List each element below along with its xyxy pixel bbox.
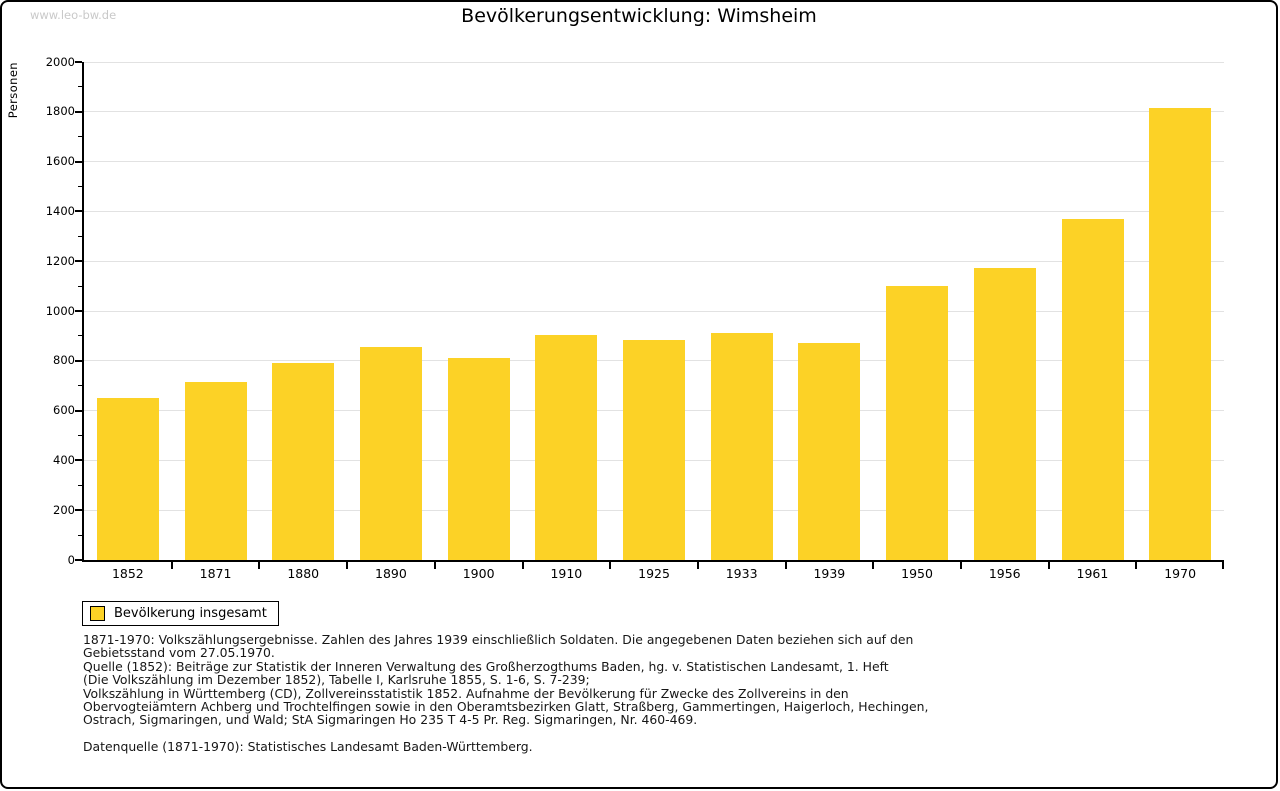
x-axis-tick-labels: 1852 1871 1880 1890 1900 1910 1925 1933 1939 1950… <box>84 566 1224 582</box>
x-tick-label: 1925 <box>638 566 670 581</box>
x-boundary-tick <box>346 562 349 569</box>
y-major-tick <box>75 359 82 362</box>
y-tick-label: 800 <box>53 353 75 368</box>
y-minor-tick <box>78 86 82 88</box>
y-minor-tick <box>78 335 82 337</box>
note-line: Obervogteiämtern Achberg und Trochtelfin… <box>83 699 929 715</box>
bar <box>1149 108 1212 560</box>
y-major-tick <box>75 110 82 113</box>
y-major-tick <box>75 409 82 412</box>
gridline <box>84 111 1224 113</box>
gridline <box>84 260 1224 262</box>
note-line: Gebietsstand vom 27.05.1970. <box>83 645 275 661</box>
y-minor-tick <box>78 235 82 237</box>
y-tick-label: 1800 <box>45 104 75 119</box>
x-tick-label: 1961 <box>1076 566 1109 581</box>
y-major-tick <box>75 509 82 512</box>
y-tick-label: 200 <box>53 502 75 517</box>
y-minor-tick <box>78 136 82 138</box>
note-line: 1871-1970: Volkszählungsergebnisse. Zahl… <box>83 632 914 647</box>
bar <box>184 382 247 560</box>
x-tick-label: 1880 <box>287 566 320 581</box>
x-boundary-tick <box>258 562 261 569</box>
note-line: Ostrach, Sigmaringen, und Wald; StA Sigm… <box>83 712 698 728</box>
y-minor-tick <box>78 186 82 187</box>
gridline <box>84 61 1224 63</box>
bar <box>798 343 861 560</box>
bar <box>973 268 1036 560</box>
y-minor-tick <box>78 534 82 536</box>
bar <box>886 286 949 560</box>
y-tick-label: 1200 <box>45 253 75 268</box>
x-boundary-tick <box>959 562 962 569</box>
x-boundary-tick <box>1047 562 1050 569</box>
y-major-tick <box>75 559 82 561</box>
legend: Bevölkerung insgesamt <box>82 601 279 626</box>
bar <box>623 339 685 560</box>
y-tick-label: 1400 <box>45 203 75 218</box>
y-major-tick <box>75 61 82 63</box>
y-tick-label: 1000 <box>45 303 75 318</box>
x-boundary-tick <box>433 562 436 569</box>
y-minor-tick <box>78 385 82 387</box>
x-tick-label: 1910 <box>550 566 583 581</box>
x-tick-label: 1900 <box>462 566 495 581</box>
y-tick-label: 2000 <box>45 54 75 69</box>
x-tick-label: 1956 <box>988 566 1021 581</box>
y-tick-label: 400 <box>53 452 75 467</box>
legend-swatch-icon <box>90 606 105 621</box>
y-major-tick <box>75 459 82 462</box>
x-boundary-tick <box>872 562 875 569</box>
x-tick-label: 1970 <box>1164 566 1197 581</box>
x-tick-label: 1890 <box>375 566 407 581</box>
bar <box>710 333 773 560</box>
x-tick-label: 1852 <box>111 566 144 581</box>
watermark: www.leo-bw.de <box>30 8 117 22</box>
plot-area <box>75 61 1224 569</box>
y-minor-tick <box>78 484 82 486</box>
bar <box>272 363 335 560</box>
datasource-note: Datenquelle (1871-1970): Statistisches L… <box>83 738 533 754</box>
note-line: Volkszählung in Württemberg (CD), Zollve… <box>83 685 849 701</box>
x-boundary-tick <box>521 562 524 569</box>
x-tick-label: 1871 <box>199 566 232 581</box>
x-boundary-tick <box>1222 562 1224 569</box>
y-major-tick <box>75 310 82 312</box>
x-tick-label: 1939 <box>813 566 846 581</box>
y-major-tick <box>75 160 82 163</box>
x-boundary-tick <box>784 562 787 569</box>
y-minor-tick <box>78 435 82 436</box>
footnote-paragraph: 1871-1970: Volkszählungsergebnisse. Zahl… <box>83 633 928 727</box>
gridline <box>84 310 1224 312</box>
bar <box>96 398 159 560</box>
gridline <box>84 210 1224 212</box>
x-tick-label: 1950 <box>901 566 933 581</box>
y-axis-tick-labels: 0 200 400 600 800 1000 1200 1400 1600 1800 2000 <box>2 55 75 566</box>
footnotes: 1871-1970: Volkszählungsergebnisse. Zahl… <box>83 633 928 754</box>
note-line: Quelle (1852): Beiträge zur Statistik de… <box>83 658 889 674</box>
x-boundary-tick <box>696 562 699 569</box>
y-tick-label: 600 <box>53 403 75 418</box>
bar <box>535 334 598 560</box>
y-tick-label: 1600 <box>45 154 75 169</box>
x-boundary-tick <box>170 562 173 569</box>
gridline <box>84 161 1224 163</box>
legend-label: Bevölkerung insgesamt <box>114 606 267 621</box>
x-tick-label: 1933 <box>725 566 758 581</box>
bar <box>359 347 422 560</box>
note-line: (Die Volkszählung im Dezember 1852), Tab… <box>83 672 590 688</box>
bar <box>1061 218 1124 560</box>
y-major-tick <box>75 260 82 263</box>
y-major-tick <box>75 210 82 213</box>
page-title: Bevölkerungsentwicklung: Wimsheim <box>461 5 817 27</box>
x-boundary-tick <box>1135 562 1138 569</box>
y-tick-label: 0 <box>67 552 75 567</box>
y-minor-tick <box>78 285 82 287</box>
bar <box>447 358 510 560</box>
x-boundary-tick <box>609 562 612 569</box>
